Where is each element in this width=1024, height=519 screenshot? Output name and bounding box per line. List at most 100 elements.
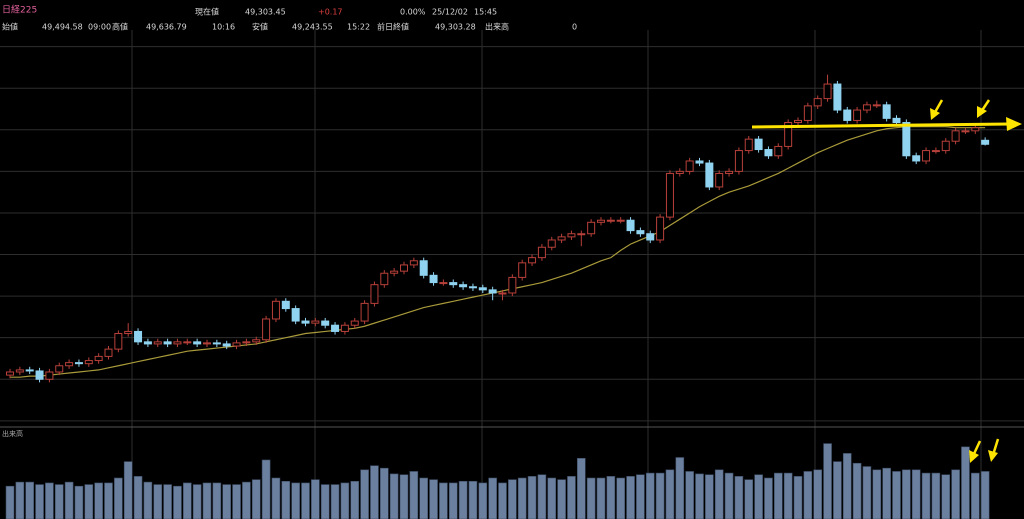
candle-body <box>508 276 517 294</box>
candle-body <box>134 330 143 343</box>
candle-body <box>360 302 369 322</box>
candle-body <box>547 239 556 248</box>
candle-body <box>439 282 448 285</box>
volume-bar <box>527 476 537 519</box>
candle-body <box>577 233 586 236</box>
header-field: 09:00 <box>88 23 111 32</box>
candle-body <box>321 320 330 326</box>
volume-bar <box>547 477 557 519</box>
candle-body <box>626 219 635 232</box>
candle-body <box>15 369 24 373</box>
candle-body <box>774 145 783 157</box>
header-field: 49,303.28 <box>435 23 476 32</box>
candle-body <box>518 262 527 278</box>
volume-bar <box>813 469 823 519</box>
annotations <box>751 99 1022 463</box>
volume-bar <box>931 472 941 519</box>
volume-bar <box>448 482 458 519</box>
volume-bar <box>360 469 369 519</box>
candle-body <box>291 308 300 322</box>
volume-bar <box>803 471 813 519</box>
candle-body <box>498 292 507 295</box>
candle-body <box>114 333 123 350</box>
header-field: 15:22 <box>347 23 370 32</box>
candle-body <box>301 320 310 324</box>
candle-body <box>222 343 231 347</box>
volume-bar <box>734 476 744 519</box>
volume-bar <box>320 484 330 519</box>
candle-body <box>705 162 714 188</box>
candle-body <box>744 138 753 152</box>
annotation-arrowhead <box>1006 117 1022 131</box>
candle-body <box>646 233 655 241</box>
candle-body <box>695 160 704 164</box>
volume-bar <box>517 477 527 519</box>
moving-average <box>10 126 986 378</box>
candle-body <box>636 230 645 235</box>
candle-body <box>25 369 34 372</box>
volume-bar <box>636 474 645 519</box>
volume-bar <box>419 477 429 519</box>
volume-bar <box>970 472 980 519</box>
candle-body <box>528 257 537 264</box>
candle-body <box>912 155 921 162</box>
volume-bar <box>744 479 754 519</box>
candle-body <box>567 233 576 238</box>
volume-bar <box>123 461 133 519</box>
candle-body <box>931 150 940 153</box>
header-field: 15:45 <box>474 8 497 17</box>
header-field: +0.17 <box>318 8 343 17</box>
volume-bar <box>281 480 291 519</box>
candle-body <box>833 83 842 111</box>
volume-bar <box>488 477 497 519</box>
candle-body <box>350 320 359 326</box>
volume-bar <box>478 482 488 519</box>
candle-body <box>212 342 221 345</box>
candle-body <box>784 122 793 147</box>
candle-body <box>429 274 438 284</box>
header-field: 49,243.55 <box>292 23 333 32</box>
volume-bar <box>833 461 842 519</box>
volume-bar <box>823 443 832 519</box>
volume-bar <box>537 474 547 519</box>
header-field: 49,636.79 <box>146 23 187 32</box>
annotation-arrowhead <box>930 108 940 120</box>
candle-body <box>597 219 605 223</box>
volume-bar <box>705 474 714 519</box>
volume-bar <box>25 481 35 519</box>
candle-body <box>262 318 271 341</box>
volume-bar <box>852 462 862 519</box>
volume-bar <box>980 471 990 519</box>
volume-bar <box>64 481 74 519</box>
candle-body <box>281 300 290 310</box>
candle-body <box>94 355 103 362</box>
candle-body <box>725 170 734 174</box>
volume-bar <box>764 477 773 519</box>
instrument-name: 日経225 <box>2 4 37 16</box>
candle-body <box>74 362 83 365</box>
volume-bar <box>862 466 872 519</box>
volume-bar <box>104 482 113 519</box>
candle-body <box>754 138 763 151</box>
volume-bar <box>695 473 704 519</box>
volume-bar <box>232 484 241 519</box>
header-field: 高値 <box>112 22 128 32</box>
candle-body <box>843 109 852 121</box>
volume-bar <box>291 482 300 519</box>
volume-bar <box>251 479 261 519</box>
volume-bar <box>133 476 143 519</box>
candle-body <box>794 119 802 124</box>
annotation-arrowhead <box>988 450 998 462</box>
volume-bar <box>596 477 606 519</box>
candle-body <box>882 104 891 119</box>
candle-body <box>971 127 980 132</box>
candle-body <box>715 172 724 188</box>
volume-bar <box>45 482 54 519</box>
volume-bar <box>183 482 192 519</box>
volume-bar <box>202 482 212 519</box>
volume-bar <box>882 467 891 519</box>
volume-bar <box>754 474 763 519</box>
candle-body <box>675 170 684 174</box>
candle-body <box>922 150 931 162</box>
